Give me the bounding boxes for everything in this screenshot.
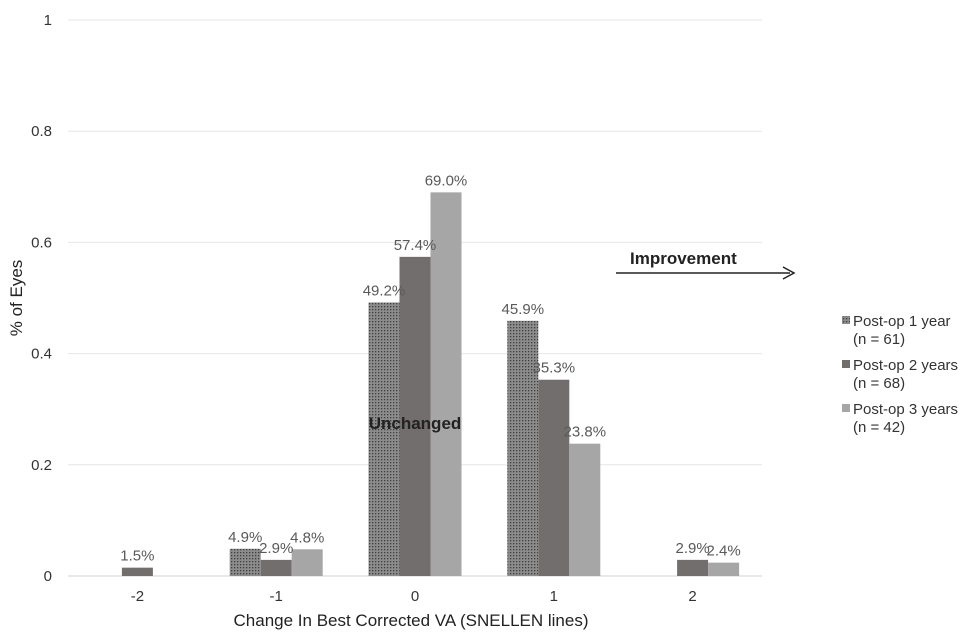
y-tick-label: 0.6 bbox=[31, 234, 52, 251]
data-label: 49.2% bbox=[363, 282, 406, 299]
legend-label: (n = 61) bbox=[853, 331, 905, 348]
bar bbox=[507, 320, 539, 576]
y-tick-label: 0 bbox=[44, 568, 52, 585]
data-label: 35.3% bbox=[533, 360, 576, 377]
bar bbox=[368, 302, 400, 576]
y-tick-label: 1 bbox=[44, 12, 52, 29]
data-label: 2.4% bbox=[706, 543, 740, 560]
bar bbox=[569, 443, 601, 576]
annotation-improvement: Improvement bbox=[630, 249, 737, 268]
legend: Post-op 1 year(n = 61)Post-op 2 years(n … bbox=[842, 313, 958, 436]
improvement-arrow-icon bbox=[616, 266, 796, 280]
legend-label: Post-op 3 years bbox=[853, 401, 958, 418]
bar bbox=[121, 567, 153, 576]
y-tick-label: 0.2 bbox=[31, 457, 52, 474]
bar bbox=[430, 192, 462, 577]
data-label: 69.0% bbox=[425, 172, 468, 189]
annotation-unchanged: Unchanged bbox=[369, 414, 462, 433]
legend-swatch bbox=[842, 404, 850, 412]
bar bbox=[260, 559, 292, 576]
bar bbox=[677, 559, 709, 576]
legend-swatch bbox=[842, 316, 850, 324]
legend-swatch bbox=[842, 360, 850, 368]
data-labels: 4.9%49.2%45.9%1.5% 2.9%57.4%35.3%2.9%4.8%… bbox=[120, 172, 740, 564]
legend-label: Post-op 1 year bbox=[853, 313, 951, 330]
data-label: 4.9% bbox=[228, 529, 262, 546]
bar bbox=[399, 256, 431, 576]
x-axis-ticks: -2 -1 0 1 2 bbox=[131, 588, 697, 605]
x-axis-title: Change In Best Corrected VA (SNELLEN lin… bbox=[234, 611, 589, 630]
bar bbox=[708, 562, 740, 576]
x-tick-label: 1 bbox=[550, 588, 558, 605]
bar bbox=[229, 548, 261, 576]
y-axis-ticks: 0 0.2 0.4 0.6 0.8 1 bbox=[31, 12, 52, 585]
x-tick-label: -2 bbox=[131, 588, 144, 605]
data-label: 2.9% bbox=[675, 540, 709, 557]
legend-label: (n = 42) bbox=[853, 419, 905, 436]
data-label: 4.8% bbox=[290, 529, 324, 546]
bar bbox=[291, 549, 323, 576]
data-label: 23.8% bbox=[564, 424, 607, 441]
bar bbox=[538, 379, 570, 576]
data-label: 45.9% bbox=[502, 301, 545, 318]
data-label: 1.5% bbox=[120, 548, 154, 565]
y-tick-label: 0.8 bbox=[31, 123, 52, 140]
legend-label: Post-op 2 years bbox=[853, 357, 958, 374]
y-tick-label: 0.4 bbox=[31, 346, 52, 363]
data-label: 57.4% bbox=[394, 237, 437, 254]
legend-label: (n = 68) bbox=[853, 375, 905, 392]
x-tick-label: 2 bbox=[688, 588, 696, 605]
bars bbox=[121, 192, 740, 577]
data-label: 2.9% bbox=[259, 540, 293, 557]
x-tick-label: -1 bbox=[270, 588, 283, 605]
x-tick-label: 0 bbox=[411, 588, 419, 605]
y-axis-title: % of Eyes bbox=[7, 260, 26, 337]
